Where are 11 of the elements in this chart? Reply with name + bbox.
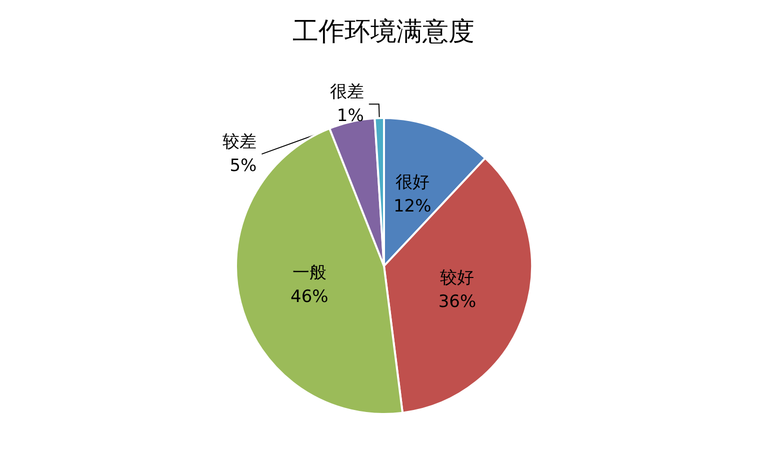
slice-label: 很好 xyxy=(395,172,430,192)
data-label: 12% xyxy=(393,196,432,216)
data-label: 46% xyxy=(290,287,328,308)
data-label: 1% xyxy=(336,106,364,126)
data-label: 36% xyxy=(438,292,476,312)
slice-label: 一般 xyxy=(292,263,326,284)
slice-label: 较差 xyxy=(222,132,257,152)
data-label: 5% xyxy=(230,156,257,176)
slice-label: 较好 xyxy=(440,268,474,288)
chart-title: 工作环境满意度 xyxy=(292,17,474,47)
slice-label: 很差 xyxy=(330,82,364,102)
